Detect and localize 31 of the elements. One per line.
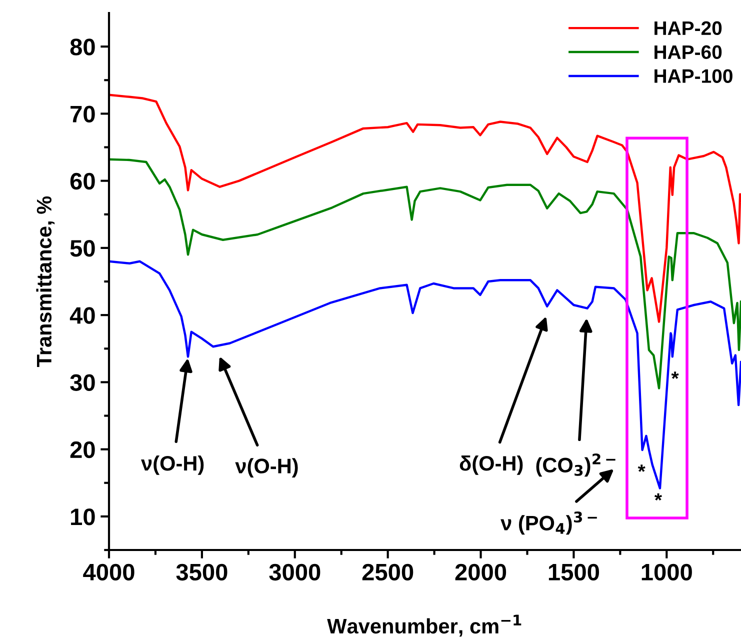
x-tick-label: 2500 [362, 564, 414, 581]
x-tick-label: 1500 [548, 564, 600, 581]
x-tick-label: 1000 [642, 564, 692, 581]
y-tick-label: 70 [70, 106, 95, 122]
x-tick-label: 3000 [269, 564, 320, 581]
x-tick-label: 2000 [455, 564, 506, 581]
annotation: (CO$_{3}$)$^{2−}$ [536, 453, 616, 477]
x-axis-title: Wavenumber, cm$^{−1}$ [327, 614, 522, 637]
annotation: * [654, 493, 662, 501]
x-tick-label: 4000 [83, 564, 134, 581]
annotation: ν(O-H) [235, 458, 298, 478]
legend-label: HAP-100 [654, 69, 732, 83]
annotation: ν(O-H) [141, 455, 204, 475]
annotation: * [638, 464, 646, 472]
legend-label: HAP-20 [654, 21, 722, 36]
line-series [109, 94, 741, 323]
y-tick-label: 30 [70, 374, 95, 392]
line-series [109, 158, 741, 390]
y-tick-label: 20 [70, 441, 95, 458]
y-tick-label: 50 [70, 240, 95, 257]
y-axis-title: Transmittance, % [36, 196, 55, 367]
annotation: δ(O-H) [460, 455, 523, 475]
y-tick-label: 60 [70, 172, 95, 190]
line-series [109, 260, 741, 490]
y-tick-label: 10 [71, 508, 95, 526]
y-tick-label: 40 [70, 307, 95, 324]
legend-label: HAP-60 [654, 45, 722, 60]
annotation: * [671, 372, 679, 379]
y-tick-label: 80 [70, 38, 95, 56]
x-tick-label: 3500 [176, 564, 228, 581]
annotation: ν (PO$_{4}$)$^{3−}$ [500, 511, 597, 535]
